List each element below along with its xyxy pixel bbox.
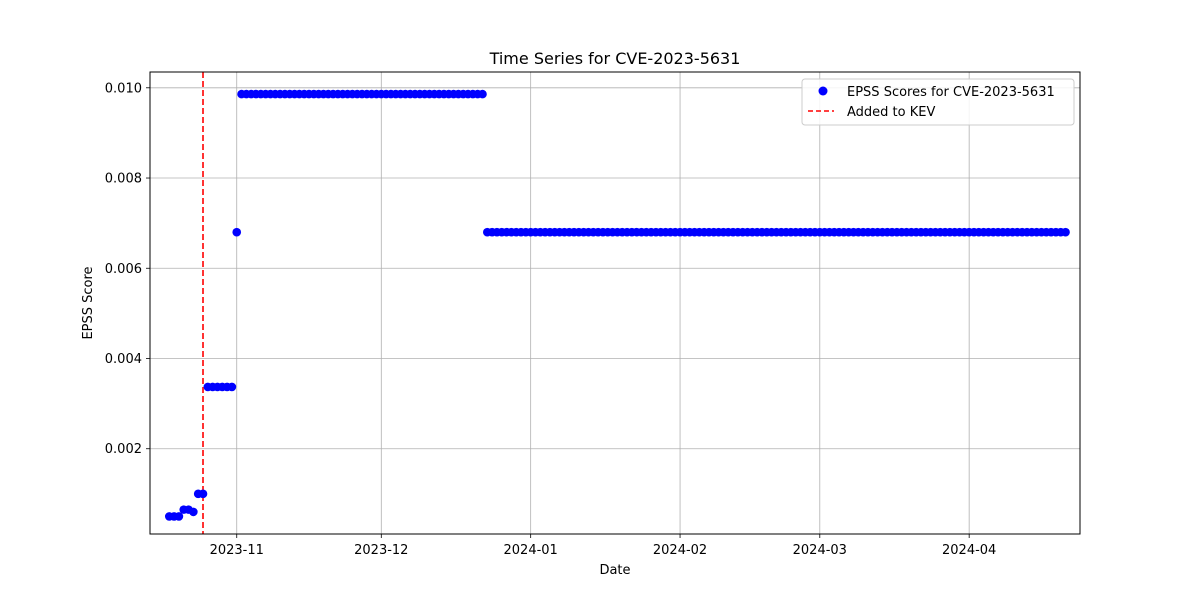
x-tick-label: 2023-11 [210, 543, 264, 558]
data-point [1061, 227, 1070, 237]
y-tick-label: 0.002 [105, 442, 142, 457]
plot-area-frame [149, 71, 1081, 535]
y-axis-ticks: 0.002 0.004 0.006 0.008 0.010 [105, 81, 150, 457]
scatter-points [164, 89, 1070, 521]
data-point [189, 507, 198, 517]
data-point [174, 512, 184, 521]
data-point [478, 89, 487, 99]
y-tick-label: 0.006 [105, 262, 142, 277]
legend: EPSS Scores for CVE-2023-5631 Added to K… [801, 78, 1075, 126]
x-tick-label: 2024-04 [942, 543, 996, 558]
x-tick-label: 2023-12 [354, 543, 408, 558]
legend-label-kev: Added to KEV [847, 105, 935, 120]
chart-title: Time Series for CVE-2023-5631 [489, 49, 741, 68]
x-tick-label: 2024-02 [653, 543, 707, 558]
legend-box [801, 78, 1075, 126]
data-point [198, 489, 208, 499]
legend-label-scores: EPSS Scores for CVE-2023-5631 [847, 85, 1055, 100]
x-tick-label: 2024-01 [504, 543, 558, 558]
x-tick-label: 2024-03 [793, 543, 847, 558]
x-axis-label: Date [599, 563, 630, 578]
x-axis-ticks: 2023-11 2023-12 2024-01 2024-02 2024-03 2024-… [210, 534, 996, 558]
y-tick-label: 0.008 [105, 172, 142, 187]
y-axis-label: EPSS Score [81, 266, 96, 339]
legend-scatter-marker [818, 86, 828, 96]
y-tick-label: 0.010 [105, 81, 142, 96]
data-point [227, 382, 237, 392]
data-point [232, 227, 242, 237]
y-tick-label: 0.004 [105, 352, 142, 367]
